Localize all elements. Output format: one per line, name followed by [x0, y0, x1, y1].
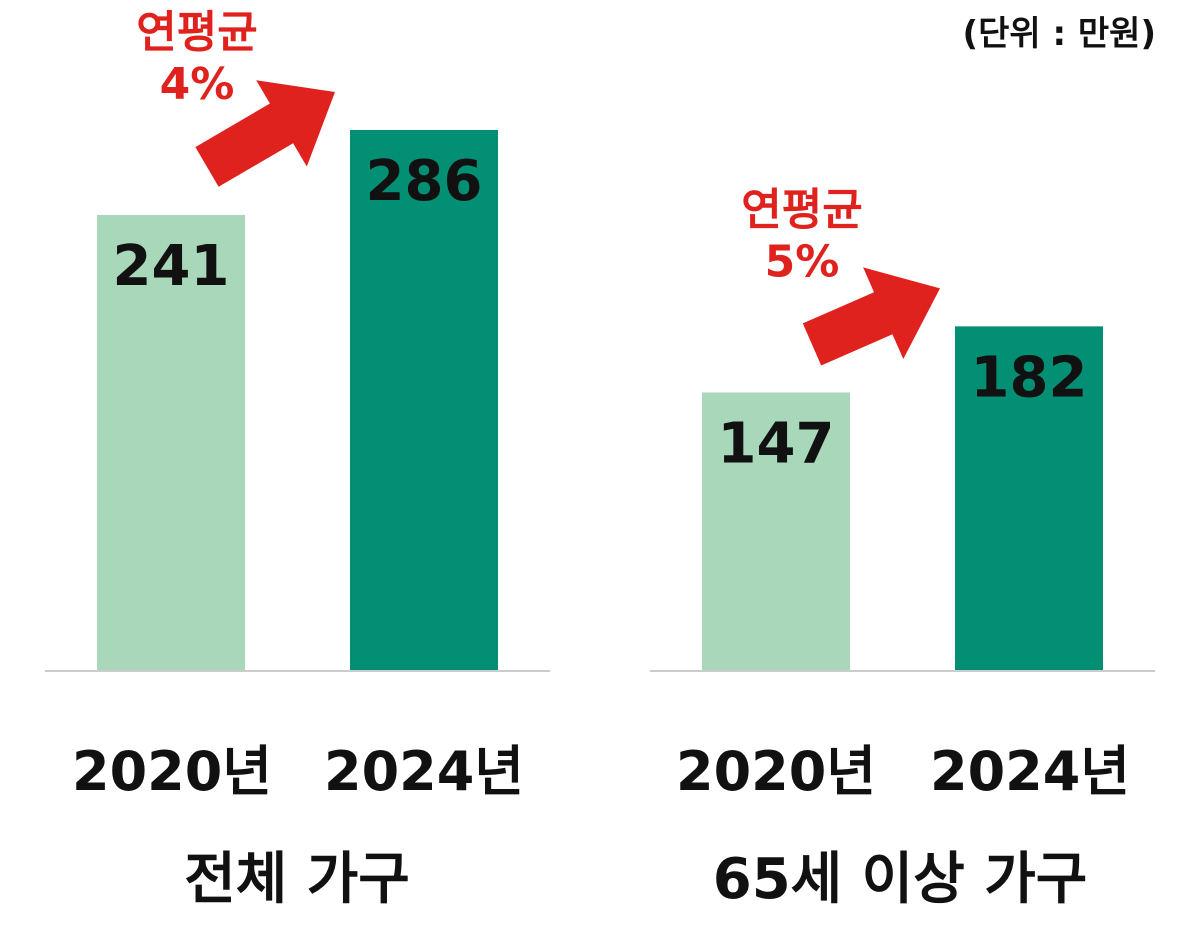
growth-arrow-icon	[802, 267, 940, 366]
data-label: 147	[718, 411, 835, 476]
data-label: 286	[366, 149, 483, 214]
growth-label-line2: 5%	[765, 236, 840, 287]
data-label: 182	[971, 345, 1088, 410]
category-label: 2020년	[72, 740, 272, 803]
unit-label: (단위 : 만원)	[962, 14, 1156, 54]
group-label: 65세 이상 가구	[713, 847, 1088, 912]
category-label: 2024년	[324, 740, 524, 803]
growth-label-line1: 연평균	[741, 184, 862, 235]
bar-2020	[702, 392, 850, 670]
bar-2020	[97, 214, 245, 671]
growth-label-line2: 4%	[160, 59, 235, 110]
bar-2024	[350, 130, 498, 670]
category-label: 2024년	[930, 740, 1130, 803]
growth-arrow-icon	[195, 80, 335, 187]
bar-2024	[955, 326, 1103, 670]
category-label: 2020년	[676, 740, 876, 803]
data-label: 241	[113, 234, 230, 299]
growth-label-line1: 연평균	[136, 7, 257, 58]
group-label: 전체 가구	[184, 847, 410, 912]
